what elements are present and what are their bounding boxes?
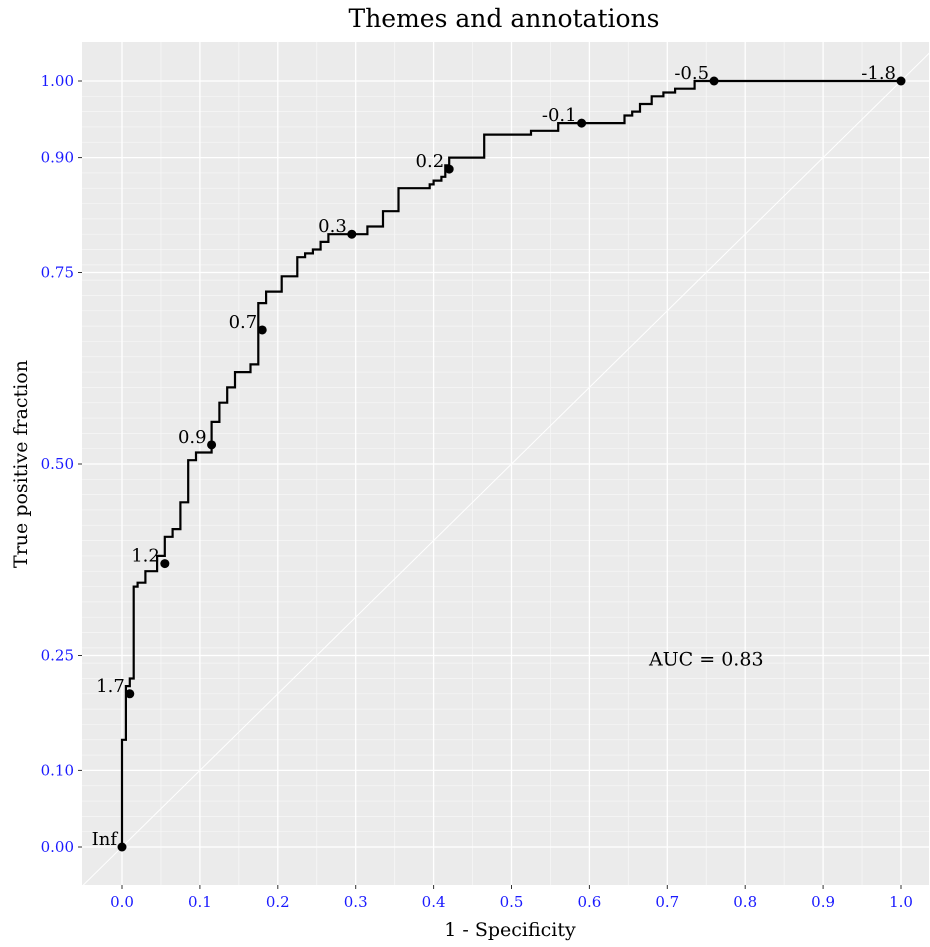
cutoff-point: [160, 559, 170, 569]
cutoff-label: 0.2: [416, 151, 445, 172]
cutoff-points: [117, 76, 906, 852]
cutoff-label: 1.2: [131, 546, 160, 567]
auc-annotation: AUC = 0.83: [648, 648, 764, 670]
cutoff-point: [896, 76, 906, 86]
x-tick-label: 0.5: [500, 893, 524, 911]
x-tick-label: 0.7: [655, 893, 679, 911]
cutoff-label: 1.7: [96, 676, 125, 697]
roc-curve-line: [120, 79, 901, 847]
x-axis-ticks: 0.0 0.1 0.2 0.3 0.4 0.5 0.6 0.7 0.8 0.9 1.0: [110, 885, 913, 911]
cutoff-label: 0.9: [178, 427, 207, 448]
cutoff-point: [257, 325, 267, 335]
cutoff-point: [709, 76, 719, 86]
cutoff-labels: Inf 1.7 1.2 0.9 0.7 0.3 0.2 -0.1 -0.5 -1.8: [92, 63, 896, 850]
cutoff-label: 0.7: [229, 312, 258, 333]
x-tick-label: 0.9: [811, 893, 835, 911]
y-tick-label: 0.75: [41, 264, 74, 282]
y-tick-label: 0.00: [41, 838, 74, 856]
x-tick-label: 0.2: [266, 893, 290, 911]
cutoff-label: 0.3: [318, 216, 347, 237]
x-tick-label: 0.3: [344, 893, 368, 911]
x-tick-label: 0.4: [422, 893, 446, 911]
y-axis-title: True positive fraction: [10, 360, 32, 568]
x-tick-label: 0.6: [577, 893, 601, 911]
diagonal-reference-line: [82, 51, 930, 886]
y-axis-ticks: 0.00 0.10 0.25 0.50 0.75 0.90 1.00: [41, 72, 82, 856]
x-axis-title: 1 - Specificity: [444, 919, 576, 941]
y-tick-label: 1.00: [41, 72, 74, 90]
x-tick-label: 0.1: [188, 893, 212, 911]
cutoff-label: Inf: [92, 829, 119, 850]
x-tick-label: 1.0: [889, 893, 913, 911]
cutoff-label: -1.8: [861, 63, 896, 84]
y-tick-label: 0.25: [41, 647, 74, 665]
cutoff-point: [125, 689, 135, 699]
chart-title: Themes and annotations: [349, 4, 660, 33]
cutoff-point: [444, 164, 454, 174]
cutoff-point: [207, 440, 217, 450]
x-tick-label: 0.0: [110, 893, 134, 911]
y-tick-label: 0.90: [41, 149, 74, 167]
cutoff-point: [577, 118, 587, 128]
y-tick-label: 0.50: [41, 455, 74, 473]
cutoff-label: -0.5: [674, 63, 709, 84]
cutoff-point: [347, 229, 357, 239]
y-tick-label: 0.10: [41, 761, 74, 779]
x-tick-label: 0.8: [733, 893, 757, 911]
cutoff-point: [117, 842, 127, 852]
cutoff-label: -0.1: [542, 105, 577, 126]
